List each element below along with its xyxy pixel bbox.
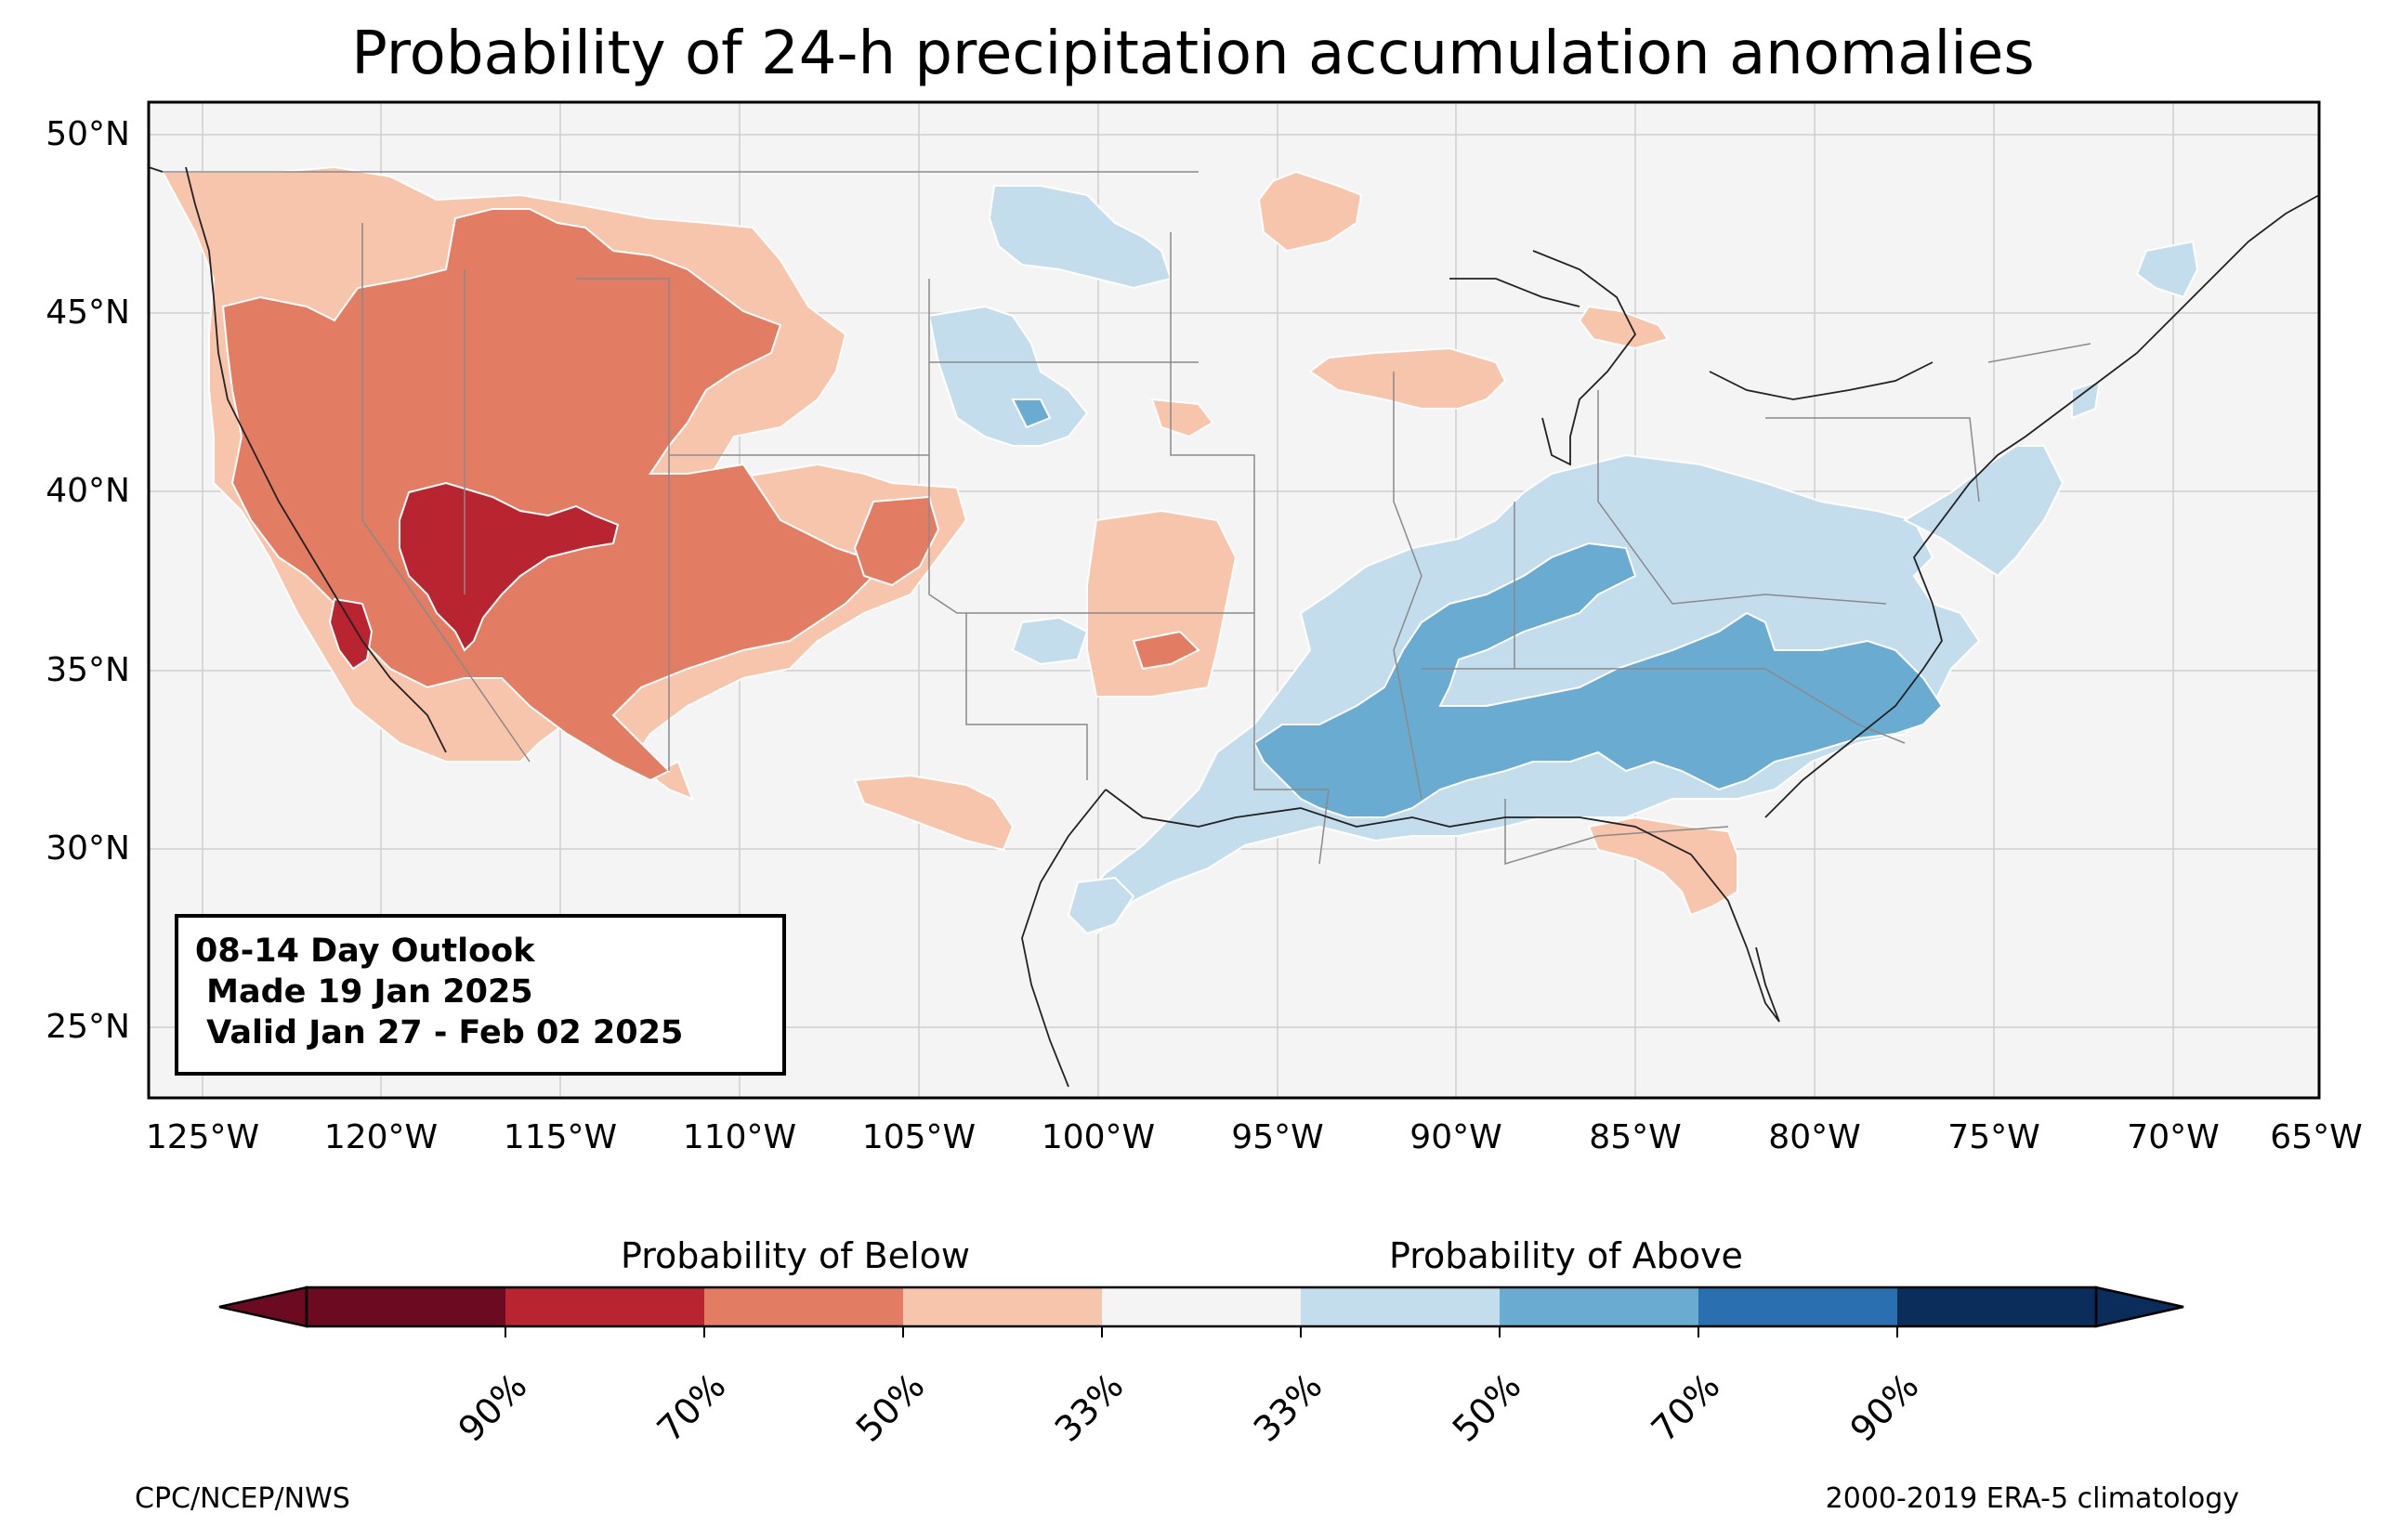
lat-tick-label: 50°N [46, 115, 130, 153]
colorbar-extension-high [2094, 1286, 2184, 1328]
source-credit: CPC/NCEP/NWS [135, 1482, 350, 1515]
colorbar-segment-33-50-above [1301, 1287, 1500, 1326]
colorbar-ticks [505, 1326, 1898, 1338]
outlook-period: 08-14 Day Outlook [195, 933, 535, 970]
colorbar-segment-90-below [307, 1287, 505, 1326]
lon-tick-label: 115°W [503, 1118, 618, 1156]
below-50-70-region [221, 208, 1200, 782]
lon-tick-label: 65°W [2270, 1118, 2363, 1156]
lon-tick-label: 70°W [2127, 1118, 2220, 1156]
colorbar-outline [305, 1286, 2098, 1328]
colorbar-segment-50-70-above [1500, 1287, 1698, 1326]
below-70-90-region [328, 481, 620, 671]
lon-tick-label: 95°W [1231, 1118, 1324, 1156]
lon-tick-label: 85°W [1589, 1118, 1682, 1156]
lon-tick-label: 100°W [1041, 1118, 1156, 1156]
lat-tick-label: 30°N [46, 829, 130, 868]
lat-tick-label: 25°N [46, 1008, 130, 1046]
outlook-valid-range: Valid Jan 27 - Feb 02 2025 [195, 1014, 684, 1051]
above-50-70-region [1011, 398, 1944, 818]
colorbar-segment-70-90-above [1698, 1287, 1897, 1326]
map-frame [147, 100, 2321, 1100]
lon-tick-label: 90°W [1409, 1118, 1502, 1156]
colorbar-segment-70-90-below [505, 1287, 704, 1326]
lat-tick-label: 40°N [46, 472, 130, 510]
colorbar-segment-90-above [1897, 1287, 2096, 1326]
climatology-note: 2000-2019 ERA-5 climatology [1825, 1482, 2239, 1515]
lon-tick-label: 80°W [1768, 1118, 1861, 1156]
lat-tick-label: 45°N [46, 294, 130, 332]
colorbar-segment-50-70-below [704, 1287, 903, 1326]
outlook-info-box: 08-14 Day Outlook Made 19 Jan 2025 Valid… [175, 914, 786, 1076]
lat-tick-label: 35°N [46, 651, 130, 689]
coastlines [148, 166, 2320, 1088]
colorbar [218, 1286, 2184, 1338]
lon-tick-label: 75°W [1947, 1118, 2040, 1156]
lon-tick-label: 110°W [682, 1118, 797, 1156]
state-boundaries [163, 171, 2091, 866]
map-title: Probability of 24-h precipitation accumu… [351, 20, 2035, 88]
colorbar-segment-neutral [1102, 1287, 1301, 1326]
lon-tick-label: 120°W [323, 1118, 439, 1156]
colorbar-segment-33-50-below [903, 1287, 1102, 1326]
colorbar-below-label: Probability of Below [621, 1235, 970, 1276]
lon-tick-label: 105°W [861, 1118, 977, 1156]
colorbar-above-label: Probability of Above [1389, 1235, 1743, 1276]
lon-tick-label: 125°W [145, 1118, 260, 1156]
outlook-made-date: Made 19 Jan 2025 [195, 973, 533, 1011]
colorbar-extension-low [218, 1286, 308, 1328]
above-33-50-region [927, 185, 2199, 935]
